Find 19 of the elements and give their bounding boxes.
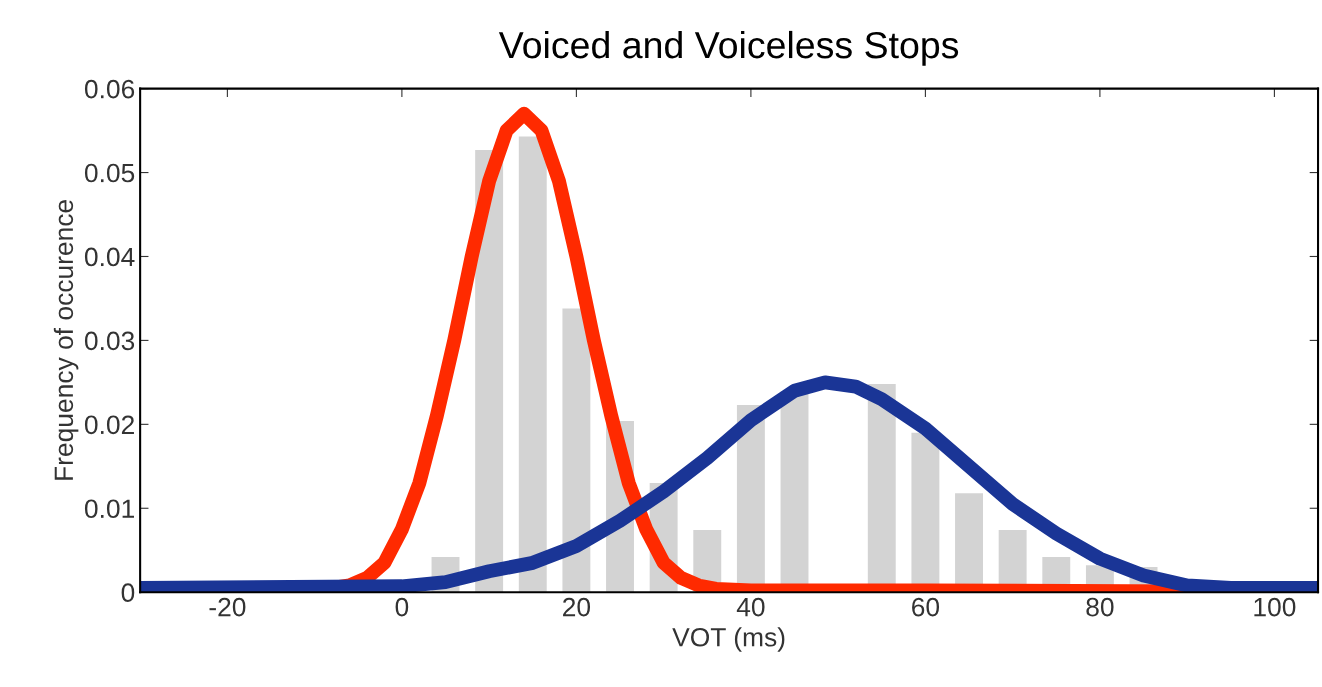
x-tick-label: -20 — [209, 597, 246, 617]
y-tick-label: 0.02 — [84, 415, 134, 435]
bar — [518, 136, 547, 593]
x-tick-label: 80 — [1086, 597, 1114, 617]
x-axis-title: VOT (ms) — [672, 627, 785, 652]
x-tick-label: 40 — [736, 597, 765, 617]
y-tick-label: 0.01 — [84, 499, 134, 519]
x-tick-label: 20 — [563, 597, 591, 617]
y-tick-label: 0.03 — [84, 331, 135, 351]
x-tick-label: 60 — [912, 597, 940, 617]
y-axis-title: Frequency of occurence — [53, 200, 79, 480]
chart-title: Voiced and Voiceless Stops — [498, 30, 959, 66]
y-tick-label: 0.05 — [84, 163, 135, 183]
x-tick-label: 0 — [395, 597, 409, 617]
y-tick-label: 0.04 — [84, 247, 135, 267]
y-tick-label: 0.06 — [84, 79, 135, 99]
y-tick-label: 0 — [121, 583, 135, 603]
x-tick-label: 100 — [1254, 597, 1296, 617]
bar — [562, 308, 591, 593]
